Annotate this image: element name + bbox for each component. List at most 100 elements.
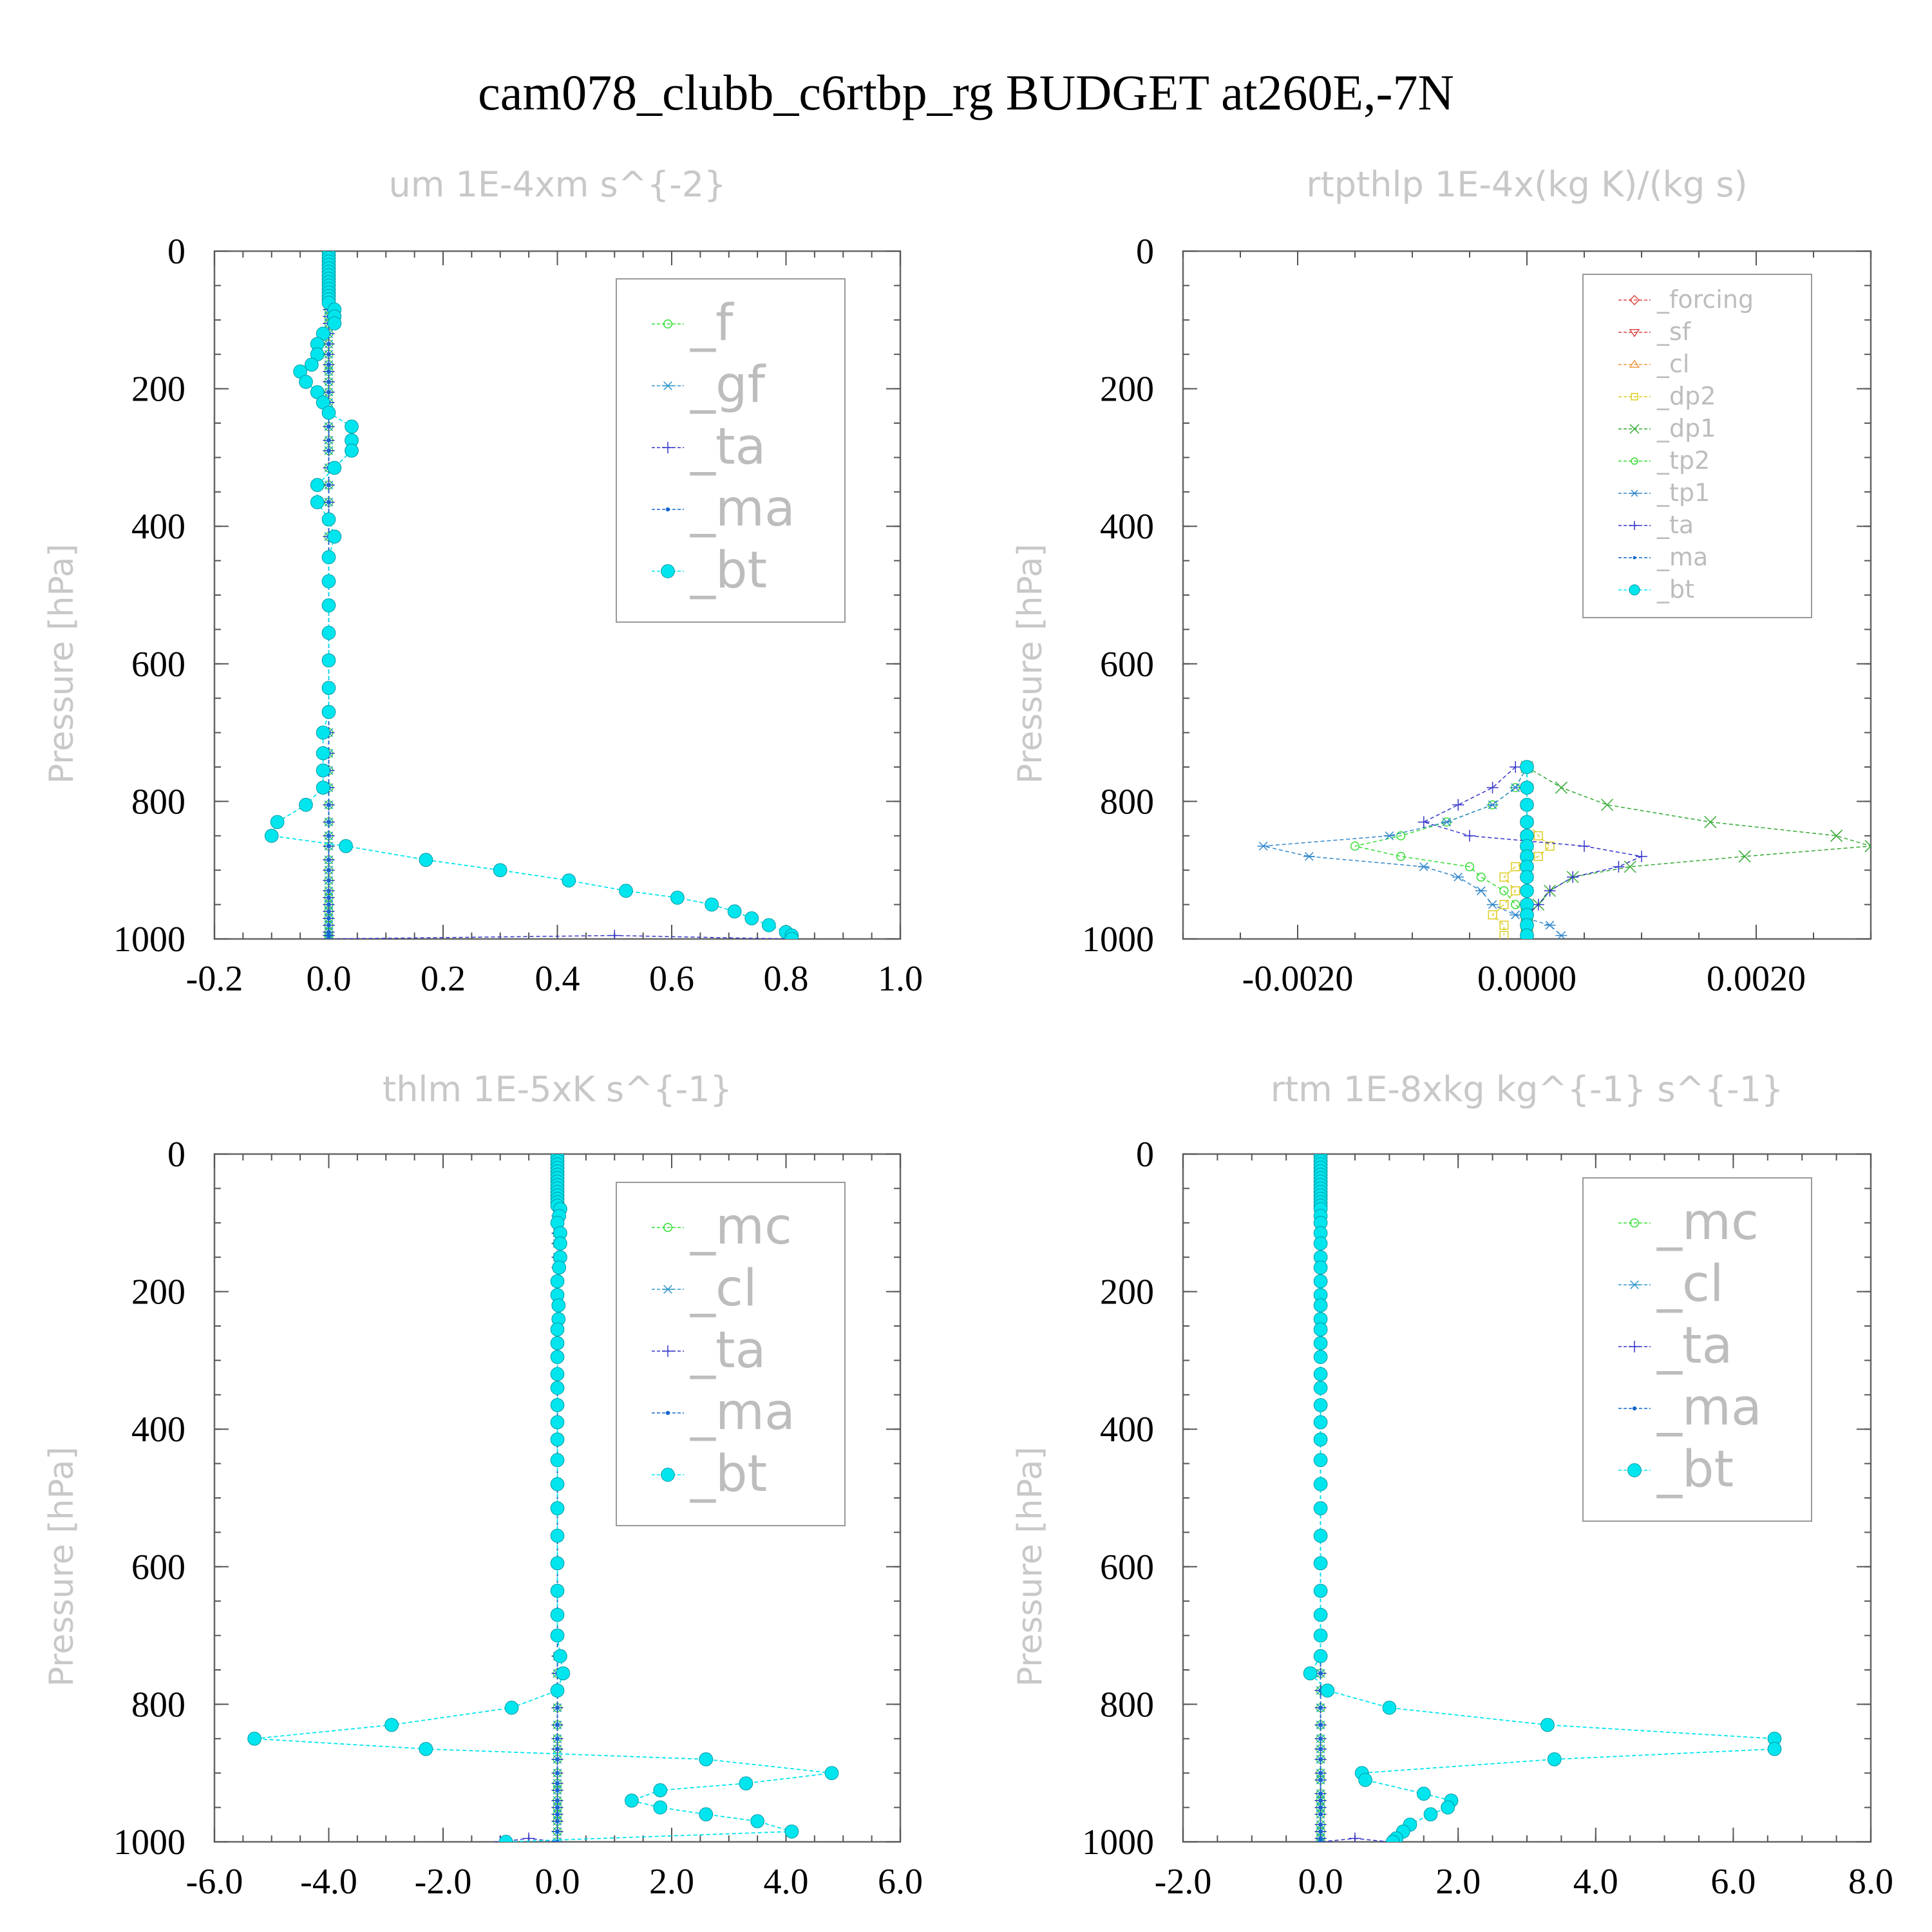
x-tick-label: -6.0	[186, 1862, 243, 1902]
data-point	[327, 482, 331, 488]
legend-marker	[1629, 1280, 1640, 1289]
legend: _f_gf_ta_ma_bt	[616, 278, 846, 623]
y-tick-label: 1000	[1082, 920, 1154, 960]
legend-label: _gf	[690, 356, 766, 414]
data-point	[327, 916, 331, 921]
data-point	[550, 1274, 565, 1289]
data-point	[562, 873, 576, 888]
series-line	[500, 1154, 558, 1842]
data-point	[264, 828, 279, 843]
legend-box	[1582, 274, 1812, 618]
chart-title: rtm 1E-8xkg kg^{-1} s^{-1}	[1271, 1069, 1784, 1110]
data-point	[1313, 1556, 1328, 1571]
data-point	[1476, 872, 1486, 882]
data-point	[1520, 760, 1534, 774]
data-point	[1532, 898, 1544, 911]
x-tick-label: 2.0	[1435, 1862, 1481, 1902]
data-point	[1636, 850, 1647, 862]
y-tick-label: 400	[1100, 1410, 1154, 1450]
data-point	[1864, 840, 1871, 853]
legend-marker	[1629, 359, 1640, 368]
legend-marker	[1633, 556, 1636, 560]
data-point	[1555, 781, 1567, 794]
data-point	[498, 1835, 513, 1842]
data-point	[327, 363, 331, 367]
data-point	[1349, 1832, 1361, 1842]
data-point	[1417, 816, 1430, 828]
y-axis-label: Pressure [hPa]	[43, 544, 81, 784]
legend-marker	[1629, 424, 1640, 434]
data-point	[1318, 1836, 1323, 1841]
legend-label: _cl	[1656, 350, 1689, 378]
legend-marker	[662, 442, 674, 453]
x-tick-label: -4.0	[300, 1862, 357, 1902]
data-point	[555, 1736, 560, 1741]
data-point	[1318, 1805, 1323, 1810]
legend-label: _dp1	[1656, 414, 1716, 442]
y-tick-label: 0	[167, 1135, 185, 1175]
data-point	[419, 853, 433, 867]
data-point	[1318, 1671, 1323, 1676]
data-point	[1313, 1477, 1328, 1492]
data-point	[1382, 1700, 1397, 1715]
data-point	[327, 500, 331, 504]
data-point	[550, 1628, 565, 1643]
data-point	[247, 1731, 261, 1746]
data-point	[1704, 815, 1717, 828]
data-point	[327, 844, 331, 848]
series-line	[1354, 766, 1528, 936]
series-line	[1263, 766, 1562, 936]
data-point	[705, 897, 719, 912]
legend-label: _cl	[690, 1260, 757, 1318]
data-point	[1303, 852, 1315, 861]
data-point	[1313, 1336, 1328, 1350]
data-point	[1313, 1501, 1328, 1515]
data-point	[1511, 900, 1520, 909]
data-point	[1396, 831, 1406, 840]
data-point	[1452, 873, 1464, 882]
data-point	[1318, 1823, 1323, 1827]
data-point	[1313, 1607, 1328, 1622]
data-point	[699, 1752, 714, 1766]
data-point	[523, 1832, 535, 1842]
legend-marker	[1629, 329, 1640, 337]
data-point	[327, 316, 342, 330]
legend-box	[1582, 1177, 1812, 1522]
series-bt	[1520, 760, 1534, 939]
data-point	[384, 1718, 399, 1732]
data-point	[550, 1336, 565, 1350]
data-point	[327, 802, 331, 807]
series-layer	[247, 1154, 839, 1842]
data-point	[1545, 841, 1555, 851]
legend-marker	[1629, 294, 1640, 306]
data-point	[327, 438, 331, 442]
data-point	[550, 1607, 565, 1622]
data-point	[550, 1501, 565, 1515]
data-point	[1318, 1705, 1323, 1710]
data-point	[1511, 886, 1520, 896]
data-point	[1318, 1771, 1323, 1776]
y-axis-label: Pressure [hPa]	[1011, 544, 1050, 784]
x-tick-label: 8.0	[1848, 1862, 1893, 1902]
data-point	[739, 1776, 753, 1791]
legend-label: _mc	[1656, 1193, 1759, 1251]
legend-label: _f	[690, 294, 734, 352]
data-point	[1499, 886, 1509, 896]
data-point	[1350, 841, 1360, 851]
data-point	[1313, 1649, 1328, 1663]
data-point	[321, 598, 336, 612]
data-point	[1533, 851, 1543, 861]
data-point	[1313, 1628, 1328, 1643]
data-point	[1318, 1839, 1323, 1842]
data-point	[419, 1741, 433, 1756]
y-tick-label: 800	[131, 782, 185, 822]
y-tick-label: 600	[1100, 645, 1154, 685]
x-tick-label: -2.0	[415, 1862, 472, 1902]
legend-label: _ma	[1656, 1379, 1762, 1437]
data-point	[1318, 1792, 1323, 1796]
legend-marker	[1630, 521, 1639, 530]
data-point	[1314, 1837, 1327, 1842]
data-point	[552, 1260, 567, 1275]
data-point	[270, 815, 285, 829]
panels: um 1E-4xm s^{-2} Pressure [hPa] -0.2 0.0 0.2…	[43, 164, 1893, 1902]
